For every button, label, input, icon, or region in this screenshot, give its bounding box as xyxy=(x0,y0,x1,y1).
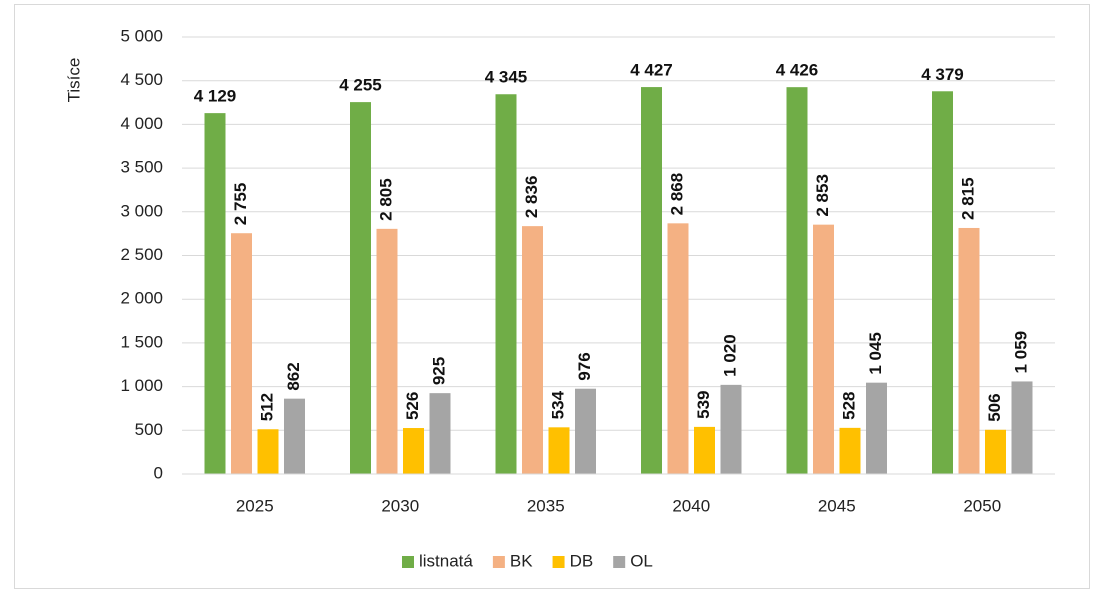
bar xyxy=(403,428,424,474)
bar xyxy=(204,113,226,474)
x-tick-label: 2035 xyxy=(527,496,565,515)
legend-label: DB xyxy=(570,551,594,570)
value-label: 512 xyxy=(257,393,276,421)
bar xyxy=(1011,381,1033,474)
legend-swatch xyxy=(613,556,626,568)
bar xyxy=(932,91,953,475)
y-axis-title: Tisíce xyxy=(64,58,83,103)
bar xyxy=(548,427,570,474)
bar xyxy=(786,87,808,474)
x-tick-label: 2040 xyxy=(672,496,710,515)
value-label: 4 379 xyxy=(921,65,964,84)
legend-swatch xyxy=(552,556,565,568)
value-label: 862 xyxy=(284,362,303,390)
legend-swatch xyxy=(492,556,505,568)
y-tick-label: 2 000 xyxy=(120,289,163,308)
bar xyxy=(694,426,715,474)
value-label: 528 xyxy=(839,391,858,419)
value-label: 1 020 xyxy=(720,334,739,377)
value-label: 1 045 xyxy=(866,332,885,375)
y-tick-label: 1 000 xyxy=(120,376,163,395)
bar xyxy=(839,427,861,474)
bar xyxy=(575,388,596,474)
value-label: 2 755 xyxy=(231,183,250,226)
legend-label: BK xyxy=(510,551,533,570)
x-tick-label: 2025 xyxy=(236,496,274,515)
bar xyxy=(376,228,398,474)
bar xyxy=(720,384,742,474)
value-label: 1 059 xyxy=(1011,331,1030,374)
bar xyxy=(522,226,543,474)
value-label: 4 427 xyxy=(630,61,673,80)
value-label: 976 xyxy=(575,352,594,380)
value-label: 925 xyxy=(429,357,448,385)
value-label: 2 815 xyxy=(958,177,977,220)
legend-label: listnatá xyxy=(419,551,473,570)
bar xyxy=(495,94,517,474)
legend-swatch xyxy=(402,556,414,568)
y-tick-label: 2 500 xyxy=(120,245,163,264)
bar xyxy=(257,429,279,474)
bar xyxy=(350,102,371,474)
value-label: 2 836 xyxy=(522,176,541,219)
bar xyxy=(641,87,662,474)
legend-label: OL xyxy=(630,551,653,570)
y-tick-label: 5 000 xyxy=(120,26,163,45)
bar xyxy=(667,223,689,474)
y-tick-label: 1 500 xyxy=(120,332,163,351)
bar xyxy=(429,393,451,474)
bar xyxy=(866,382,887,474)
y-tick-label: 4 500 xyxy=(120,70,163,89)
chart-frame xyxy=(14,4,1090,589)
value-label: 4 426 xyxy=(776,61,819,80)
y-tick-label: 3 500 xyxy=(120,158,163,177)
x-tick-label: 2030 xyxy=(381,496,419,515)
value-label: 526 xyxy=(403,392,422,420)
bar xyxy=(985,429,1006,474)
bar xyxy=(284,398,305,474)
value-label: 4 345 xyxy=(485,68,528,87)
y-tick-label: 0 xyxy=(154,463,163,482)
y-tick-label: 500 xyxy=(135,420,163,439)
value-label: 539 xyxy=(694,391,713,419)
value-label: 2 868 xyxy=(667,173,686,216)
value-label: 4 129 xyxy=(194,87,237,106)
value-label: 2 853 xyxy=(813,174,832,217)
value-label: 2 805 xyxy=(376,178,395,221)
y-tick-label: 3 000 xyxy=(120,201,163,220)
value-label: 4 255 xyxy=(339,76,382,95)
x-tick-label: 2045 xyxy=(818,496,856,515)
y-tick-label: 4 000 xyxy=(120,114,163,133)
bar xyxy=(813,224,834,474)
value-label: 506 xyxy=(985,393,1004,421)
bar xyxy=(958,227,980,474)
value-label: 534 xyxy=(548,390,567,419)
x-tick-label: 2050 xyxy=(963,496,1001,515)
bar xyxy=(231,233,252,474)
